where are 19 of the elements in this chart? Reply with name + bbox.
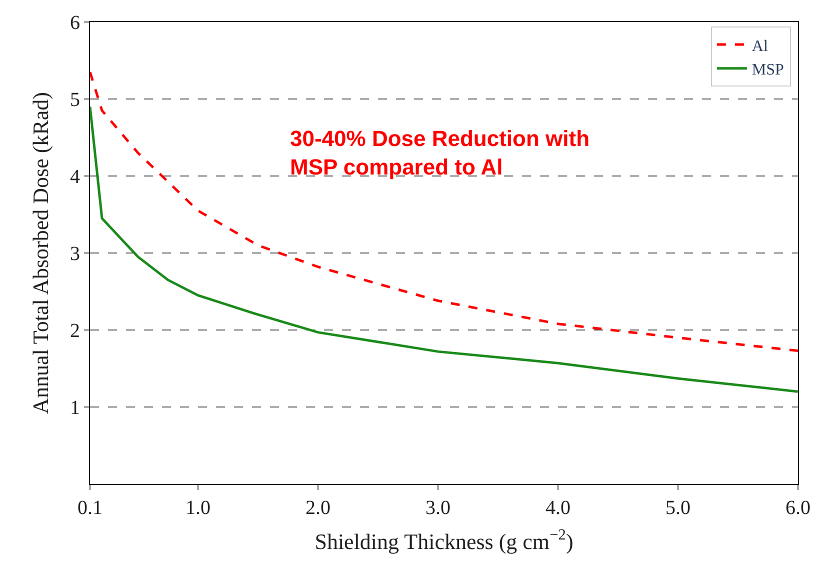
x-tick-label: 6.0 — [786, 497, 810, 519]
y-tick-label: 4 — [70, 166, 80, 188]
x-tick-label: 1.0 — [186, 497, 210, 519]
line-series — [90, 105, 798, 393]
y-tick-label: 5 — [70, 89, 80, 111]
x-axis-title: Shielding Thickness (g cm$^{−2}$) — [314, 526, 574, 554]
annotation: 30-40% Dose Reduction with MSP compared to Al — [290, 126, 590, 180]
y-tick-label: 2 — [70, 320, 80, 342]
y-tick-label: 1 — [70, 397, 80, 419]
x-tick-label: 4.0 — [546, 497, 570, 519]
x-tick-label: 3.0 — [426, 497, 450, 519]
y-tick-label: 6 — [70, 12, 80, 34]
x-tick-label: 0.1 — [78, 497, 102, 519]
y-tick-label: 3 — [70, 243, 80, 265]
legend-label: MSP — [752, 62, 784, 79]
y-axis-title: Annual Total Absorbed Dose (kRad) — [28, 92, 53, 414]
legend-label: Al — [752, 38, 768, 55]
x-tick-label: 2.0 — [306, 497, 330, 519]
x-tick-label: 5.0 — [666, 497, 690, 519]
